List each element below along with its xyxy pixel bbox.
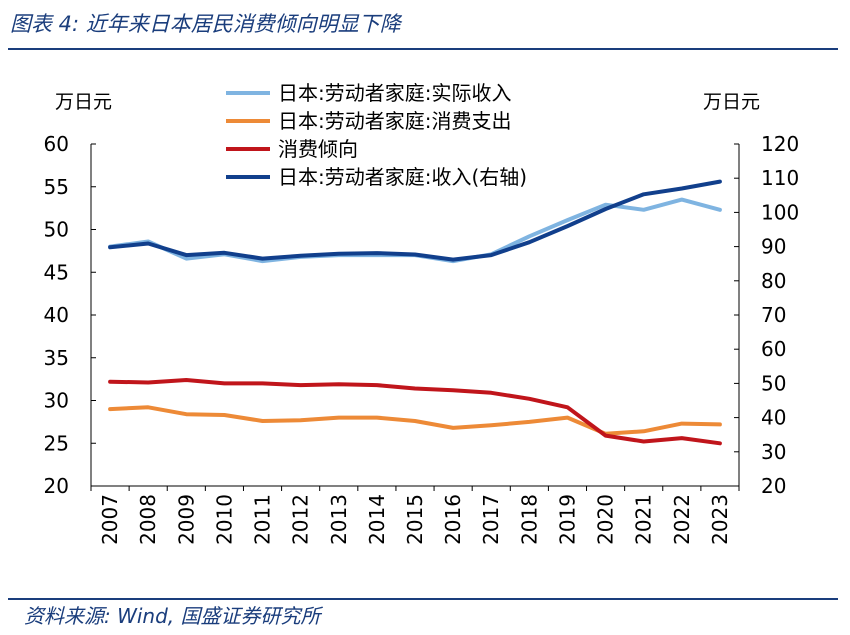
x-tick-label: 2008: [136, 494, 160, 545]
x-tick-label: 2018: [517, 494, 541, 545]
x-tick-label: 2014: [365, 494, 389, 545]
x-tick-label: 2017: [479, 494, 503, 545]
x-tick-label: 2022: [670, 494, 694, 545]
legend-label-3: 消费倾向: [278, 137, 358, 161]
legend-label-1: 日本:劳动者家庭:实际收入: [278, 81, 511, 105]
left-tick-label: 60: [44, 132, 69, 156]
x-tick-label: 2023: [708, 494, 732, 545]
x-tick-label: 2010: [212, 494, 236, 545]
source-note: 资料来源: Wind, 国盛证券研究所: [24, 604, 321, 628]
right-tick-label: 120: [761, 132, 799, 156]
right-tick-label: 40: [761, 406, 786, 430]
x-tick-label: 2021: [632, 494, 656, 545]
figure-title: 图表 4: 近年来日本居民消费倾向明显下降: [10, 12, 401, 36]
x-tick-label: 2015: [403, 494, 427, 545]
left-tick-label: 30: [44, 389, 69, 413]
x-tick-label: 2012: [289, 494, 313, 545]
series-line-4: [108, 179, 722, 262]
x-tick-label: 2020: [594, 494, 618, 545]
series-line-1: [108, 197, 722, 264]
x-tick-label: 2019: [555, 494, 579, 545]
series-line-3: [108, 378, 722, 446]
right-tick-label: 110: [761, 166, 799, 190]
left-tick-label: 20: [44, 474, 69, 498]
right-tick-label: 50: [761, 371, 786, 395]
left-tick-label: 25: [44, 431, 69, 455]
right-unit-label: 万日元: [703, 91, 760, 113]
x-tick-label: 2009: [174, 494, 198, 545]
right-tick-label: 20: [761, 474, 786, 498]
x-tick-label: 2011: [251, 494, 275, 545]
series-line-2: [108, 405, 722, 436]
axes: [90, 143, 740, 491]
left-tick-label: 35: [44, 346, 69, 370]
right-tick-label: 80: [761, 269, 786, 293]
legend-label-2: 日本:劳动者家庭:消费支出: [278, 109, 511, 133]
series-lines: [108, 179, 722, 446]
right-tick-label: 30: [761, 440, 786, 464]
top-rule: [8, 48, 838, 50]
x-tick-label: 2016: [441, 494, 465, 545]
x-tick-label: 2013: [327, 494, 351, 545]
left-tick-label: 40: [44, 303, 69, 327]
left-tick-label: 55: [44, 175, 69, 199]
legend-label-4: 日本:劳动者家庭:收入(右轴): [278, 165, 527, 189]
x-tick-label: 2007: [98, 494, 122, 545]
left-unit-label: 万日元: [55, 91, 112, 113]
bottom-rule: [8, 598, 838, 600]
right-tick-label: 70: [761, 303, 786, 327]
legend: 日本:劳动者家庭:实际收入日本:劳动者家庭:消费支出消费倾向日本:劳动者家庭:收…: [226, 81, 527, 189]
left-tick-label: 45: [44, 260, 69, 284]
right-tick-label: 90: [761, 235, 786, 259]
tick-labels: 60 55 50 45 40 35 30 25 20 120 110 100 90 80 70 60 50 40 3…: [44, 132, 800, 545]
left-tick-label: 50: [44, 218, 69, 242]
right-tick-label: 100: [761, 200, 799, 224]
right-tick-label: 60: [761, 337, 786, 361]
